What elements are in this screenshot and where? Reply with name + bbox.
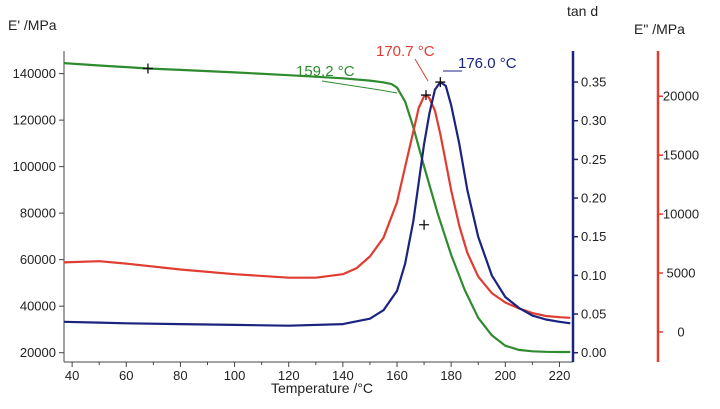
series-layer [63, 62, 571, 354]
cross-marker-0 [142, 63, 153, 74]
left-tick-label-100000: 100000 [13, 159, 56, 174]
x-tick-label-200: 200 [494, 368, 516, 383]
left-tick-label-60000: 60000 [20, 252, 56, 267]
annotation-leaders [321, 58, 462, 94]
right-tick-label-5000: 5000 [667, 266, 696, 281]
tand-tick-label-0.2: 0.20 [581, 191, 606, 206]
right-tick-label-15000: 15000 [663, 148, 699, 163]
tand-tick-label-0.05: 0.05 [581, 307, 606, 322]
right-tick-label-0: 0 [677, 324, 684, 339]
x-tick-label-220: 220 [549, 368, 571, 383]
x-tick-label-60: 60 [119, 368, 133, 383]
loss-modulus-line [63, 93, 571, 319]
tand-tick-label-0: 0.00 [581, 345, 606, 360]
tand-tick-label-0.15: 0.15 [581, 229, 606, 244]
leader-e-double-prime-peak [414, 58, 429, 82]
left-tick-label-80000: 80000 [20, 206, 56, 221]
tand-tick-label-0.25: 0.25 [581, 152, 606, 167]
right-tick-label-10000: 10000 [663, 207, 699, 222]
left-tick-label-140000: 140000 [13, 66, 56, 81]
annotation-e-prime-onset: 159.2 °C [296, 63, 355, 80]
x-tick-label-120: 120 [278, 368, 300, 383]
annotation-tan-delta-peak: 176.0 °C [458, 55, 517, 72]
left-tick-label-20000: 20000 [20, 345, 56, 360]
x-tick-label-160: 160 [386, 368, 408, 383]
x-tick-label-40: 40 [65, 368, 79, 383]
x-axis-title: Temperature /°C [271, 380, 373, 396]
axes-layer: 40 60 80 100 120 140 160 180 200 220 20000 40000 600… [13, 51, 699, 383]
annotation-e-double-prime-peak: 170.7 °C [376, 43, 435, 60]
cross-marker-2 [420, 90, 431, 101]
x-tick-label-180: 180 [440, 368, 462, 383]
cross-marker-1 [419, 219, 430, 230]
x-tick-label-100: 100 [224, 368, 246, 383]
left-tick-label-120000: 120000 [13, 113, 56, 128]
cross-marker-3 [435, 77, 446, 88]
left-tick-label-40000: 40000 [20, 299, 56, 314]
tand-tick-label-0.35: 0.35 [581, 75, 606, 90]
storage-modulus-line [63, 62, 571, 354]
x-tick-label-80: 80 [173, 368, 187, 383]
x-tick-label-140: 140 [332, 368, 354, 383]
markers-layer [142, 63, 446, 230]
right-axis-title: E" /MPa [634, 21, 685, 37]
tand-axis-title: tan d [567, 3, 598, 19]
tan-delta-line [63, 80, 571, 327]
tand-tick-label-0.1: 0.10 [581, 268, 606, 283]
tand-tick-label-0.3: 0.30 [581, 113, 606, 128]
leader-e-prime-onset [321, 80, 398, 94]
right-tick-label-20000: 20000 [663, 89, 699, 104]
left-axis-title: E' /MPa [8, 17, 57, 33]
